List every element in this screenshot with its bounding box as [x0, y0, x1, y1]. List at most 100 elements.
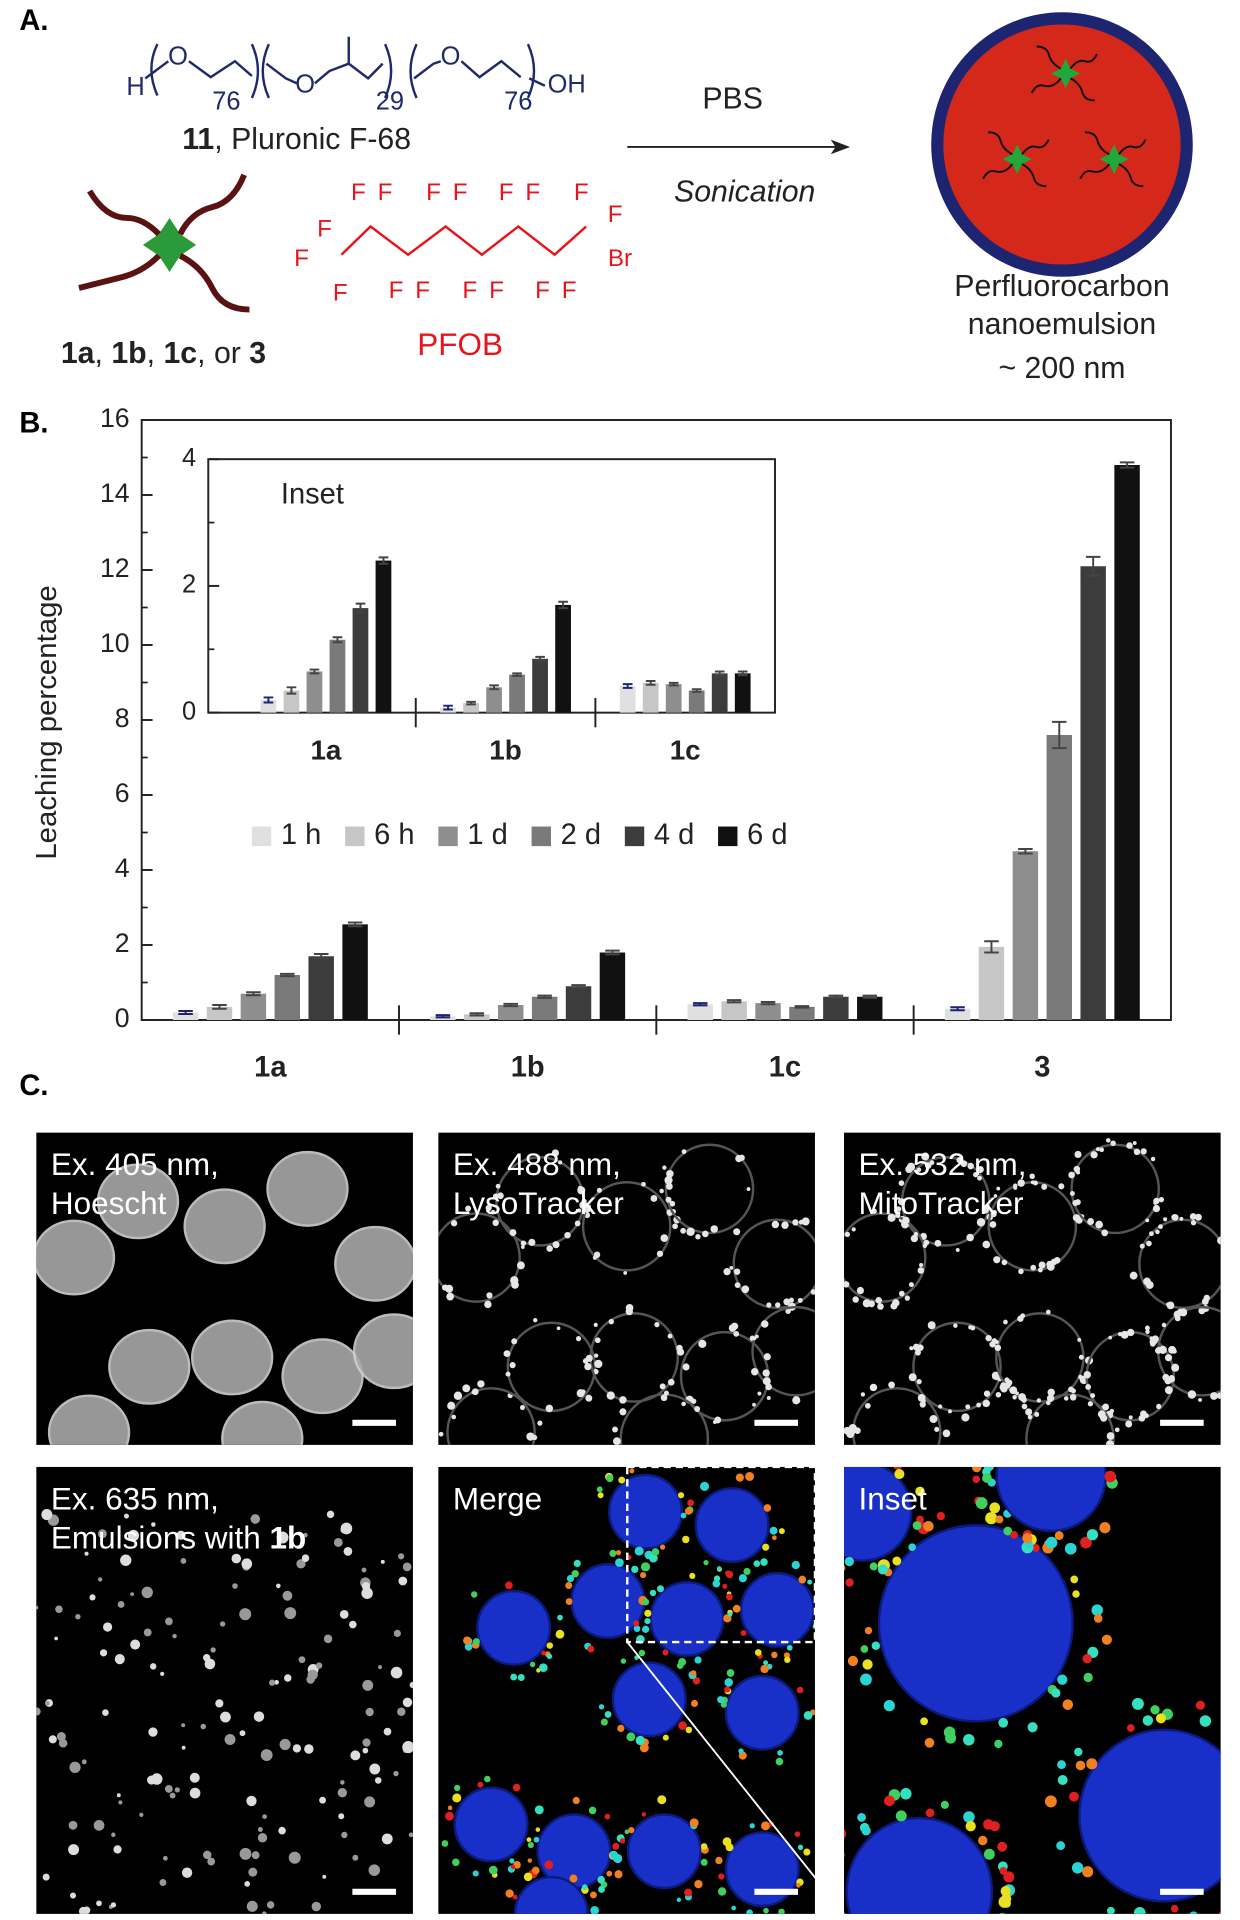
legend-swatch [438, 826, 458, 847]
bar [734, 673, 751, 713]
legend-label: 1 h [281, 819, 321, 851]
panel-label: B. [19, 408, 48, 440]
organelle [924, 1737, 935, 1748]
cell-outline [438, 1212, 521, 1303]
organelle [832, 1257, 839, 1264]
organelle [676, 1897, 682, 1903]
organelle [1037, 1267, 1043, 1273]
emulsion-dot [279, 1738, 291, 1751]
organelle [1075, 1760, 1086, 1771]
organelle [1045, 1536, 1058, 1549]
organelle [1129, 1271, 1138, 1280]
organelle [751, 1367, 759, 1376]
organelle [717, 1887, 727, 1896]
error-bar [950, 1006, 965, 1012]
organelle [1058, 1183, 1065, 1190]
emulsion-dot [393, 1770, 399, 1777]
organelle [1083, 1371, 1091, 1379]
label: Hoescht [51, 1185, 167, 1221]
organelle [1028, 1455, 1032, 1459]
organelle [558, 1160, 563, 1165]
organelle [735, 1154, 743, 1163]
organelle [1126, 1142, 1133, 1149]
organelle [624, 1829, 630, 1835]
organelle [778, 1528, 785, 1535]
organelle [1194, 1213, 1202, 1221]
organelle [1063, 1396, 1069, 1401]
organelle [900, 1788, 912, 1800]
organelle [917, 1267, 925, 1274]
organelle [1195, 1700, 1205, 1710]
organelle [510, 1864, 516, 1870]
emulsion-dot [111, 1832, 116, 1837]
organelle [991, 1338, 997, 1344]
organelle [505, 1371, 511, 1377]
organelle [660, 1234, 669, 1242]
error-bar [443, 704, 453, 711]
emulsion-dot [393, 1629, 401, 1638]
organelle [860, 1673, 872, 1686]
organelle [1189, 1911, 1198, 1914]
label-part: Ex. 405 nm, [51, 1146, 219, 1182]
organelle [866, 1455, 875, 1464]
emulsion-dot [383, 1727, 392, 1736]
organelle [694, 1405, 701, 1412]
organelle [968, 1325, 973, 1330]
organelle [757, 1391, 762, 1396]
organelle [531, 1866, 540, 1875]
organelle [546, 1245, 553, 1252]
organelle [574, 1220, 581, 1227]
organelle [740, 1630, 747, 1636]
organelle [864, 1626, 873, 1635]
organelle [1046, 1394, 1055, 1402]
organelle [977, 1175, 982, 1181]
organelle [680, 1512, 687, 1519]
organelle [1093, 1614, 1103, 1623]
organelle [929, 1415, 938, 1424]
label-part: 1a [61, 336, 96, 370]
organelle [1198, 1307, 1206, 1315]
organelle [519, 1405, 525, 1411]
emulsion-dot [44, 1700, 50, 1706]
organelle [618, 1476, 626, 1484]
organelle [516, 1261, 525, 1270]
organelle [464, 1642, 473, 1651]
organelle [763, 1353, 771, 1361]
organelle [818, 1475, 827, 1484]
organelle [588, 1806, 597, 1815]
emulsion-dot [55, 1605, 63, 1614]
organelle [585, 1394, 593, 1402]
y-tick-label: 4 [115, 853, 130, 883]
organelle [993, 1194, 998, 1198]
organelle [735, 1473, 744, 1482]
organelle [533, 1836, 540, 1843]
organelle [763, 1907, 769, 1914]
organelle [772, 1535, 777, 1541]
emulsion-dot [160, 1671, 165, 1676]
organelle [1218, 1911, 1221, 1914]
emulsion-dot [219, 1621, 226, 1627]
organelle [887, 1213, 896, 1222]
organelle [948, 1409, 952, 1414]
organelle [1077, 1337, 1082, 1342]
organelle [662, 1734, 669, 1741]
organelle [512, 1783, 521, 1792]
organelle [775, 1757, 784, 1766]
atom: F [453, 179, 468, 206]
organelle [792, 1396, 801, 1405]
organelle [573, 1559, 581, 1568]
error-bar [313, 953, 329, 960]
organelle [934, 1426, 940, 1433]
organelle [1041, 1183, 1048, 1190]
label-part: Ex. 635 nm, [51, 1480, 219, 1516]
error-bar [503, 1002, 518, 1008]
emulsion-dot [69, 1892, 77, 1899]
organelle [1010, 1531, 1018, 1539]
error-bar [1085, 555, 1101, 577]
error-bar [760, 1001, 776, 1006]
organelle [667, 1378, 675, 1386]
organelle [973, 1172, 979, 1178]
organelle [533, 1317, 538, 1323]
organelle [619, 1838, 626, 1844]
